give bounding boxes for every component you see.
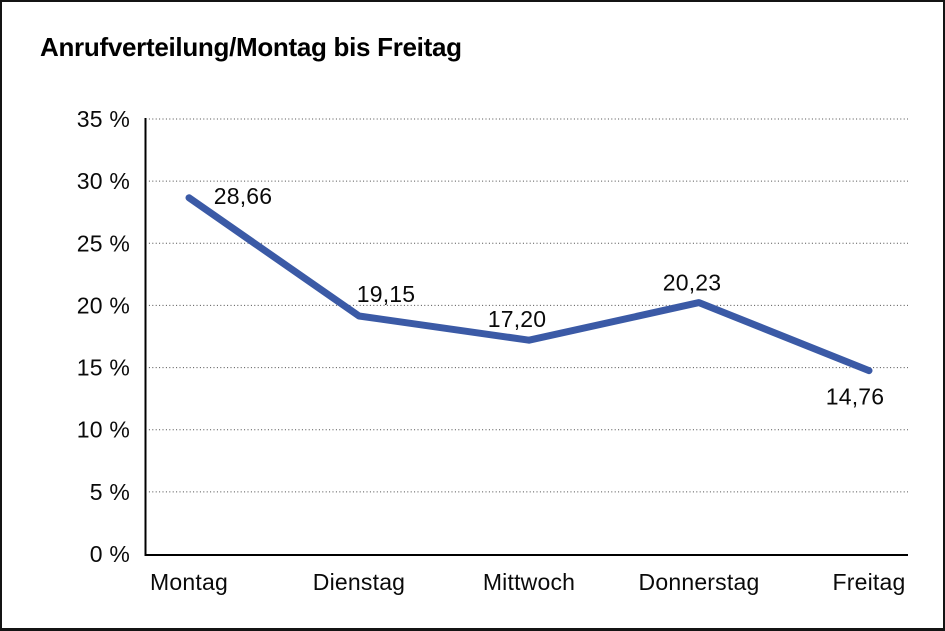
y-axis-tick-label: 15 % <box>77 355 130 381</box>
x-axis-category-label: Donnerstag <box>639 569 760 595</box>
data-point-value-label: 19,15 <box>357 281 416 307</box>
x-axis-category-label: Freitag <box>833 569 906 595</box>
data-point-value-label: 14,76 <box>826 384 885 410</box>
x-axis-category-label: Mittwoch <box>483 569 575 595</box>
y-axis-tick-label: 25 % <box>77 230 130 256</box>
chart-title: Anrufverteilung/Montag bis Freitag <box>40 32 462 62</box>
y-axis-tick-label: 0 % <box>90 541 130 567</box>
x-axis-category-label: Montag <box>150 569 228 595</box>
x-axis-category-label: Dienstag <box>313 569 405 595</box>
data-point-value-label: 20,23 <box>663 270 722 296</box>
y-axis-tick-label: 35 % <box>77 106 130 132</box>
y-axis-tick-label: 20 % <box>77 292 130 318</box>
y-axis-tick-label: 5 % <box>90 479 130 505</box>
y-axis-tick-label: 10 % <box>77 417 130 443</box>
data-series-line <box>185 194 873 375</box>
data-point-value-label: 17,20 <box>488 306 547 332</box>
y-axis-tick-label: 30 % <box>77 168 130 194</box>
data-point-value-label: 28,66 <box>214 183 273 209</box>
